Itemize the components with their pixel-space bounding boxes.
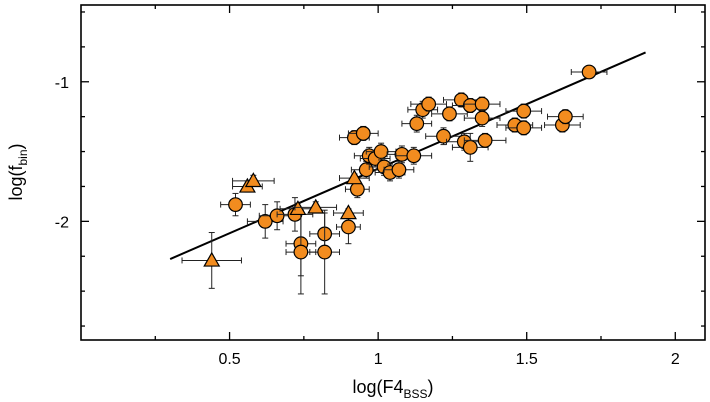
circle-marker <box>349 181 365 197</box>
circle-point <box>383 160 415 179</box>
triangle-marker <box>244 172 262 188</box>
x-tick-label: 0.5 <box>218 351 240 368</box>
y-tick-label: -1 <box>55 75 69 92</box>
circle-marker <box>228 197 243 213</box>
circle-point <box>365 142 397 161</box>
circle-marker <box>358 162 374 178</box>
circle-point <box>570 64 608 80</box>
circle-point <box>220 192 251 217</box>
triangle-point <box>294 198 338 214</box>
plot-frame <box>80 4 706 341</box>
triangle-marker <box>307 198 325 214</box>
circle-marker <box>373 144 389 159</box>
data-points <box>181 64 608 295</box>
circle-point <box>336 209 361 245</box>
circle-point <box>395 146 433 165</box>
circle-marker <box>293 244 309 260</box>
circle-marker <box>462 139 478 155</box>
circle-point <box>451 132 489 162</box>
axis-ticks: 0.5 1 1.5 2 -1 -2 <box>55 5 705 368</box>
triangle-marker <box>203 251 221 267</box>
circle-marker <box>409 116 425 132</box>
y-axis-label: log(fbin) <box>6 143 30 200</box>
circle-marker <box>317 244 333 260</box>
circle-marker <box>474 96 490 112</box>
circle-point <box>505 103 543 119</box>
circle-marker <box>406 148 422 164</box>
circle-point <box>285 209 317 295</box>
circle-marker <box>436 128 451 144</box>
x-axis-label: log(F4BSS) <box>352 377 433 401</box>
circle-marker <box>477 132 493 148</box>
circle-marker <box>355 126 371 141</box>
triangle-point <box>339 169 370 185</box>
circle-marker <box>516 120 532 136</box>
circle-marker <box>474 110 490 126</box>
circle-point <box>463 132 507 148</box>
circle-point <box>505 120 543 136</box>
circle-point <box>547 109 584 125</box>
circle-marker <box>257 213 273 229</box>
circle-point <box>386 145 418 164</box>
circle-point <box>347 125 379 141</box>
x-tick-label: 1.5 <box>516 351 538 368</box>
circle-point <box>410 96 447 112</box>
circle-marker <box>516 103 532 119</box>
circle-marker <box>557 109 573 125</box>
circle-point <box>309 209 341 295</box>
y-tick-label: -2 <box>55 214 69 231</box>
circle-point <box>401 114 433 133</box>
circle-point <box>463 96 501 112</box>
circle-point <box>463 109 501 127</box>
x-tick-label: 2 <box>671 351 680 368</box>
circle-marker <box>442 106 457 122</box>
circle-point <box>431 106 468 122</box>
circle-marker <box>581 64 597 80</box>
triangle-marker <box>339 204 357 220</box>
x-tick-label: 1 <box>374 351 383 368</box>
triangle-marker <box>345 169 363 185</box>
triangle-point <box>333 204 364 220</box>
triangle-point <box>232 172 275 188</box>
circle-marker <box>391 162 407 178</box>
triangle-point <box>181 232 242 289</box>
circle-marker <box>421 96 437 112</box>
circle-marker <box>341 219 356 235</box>
